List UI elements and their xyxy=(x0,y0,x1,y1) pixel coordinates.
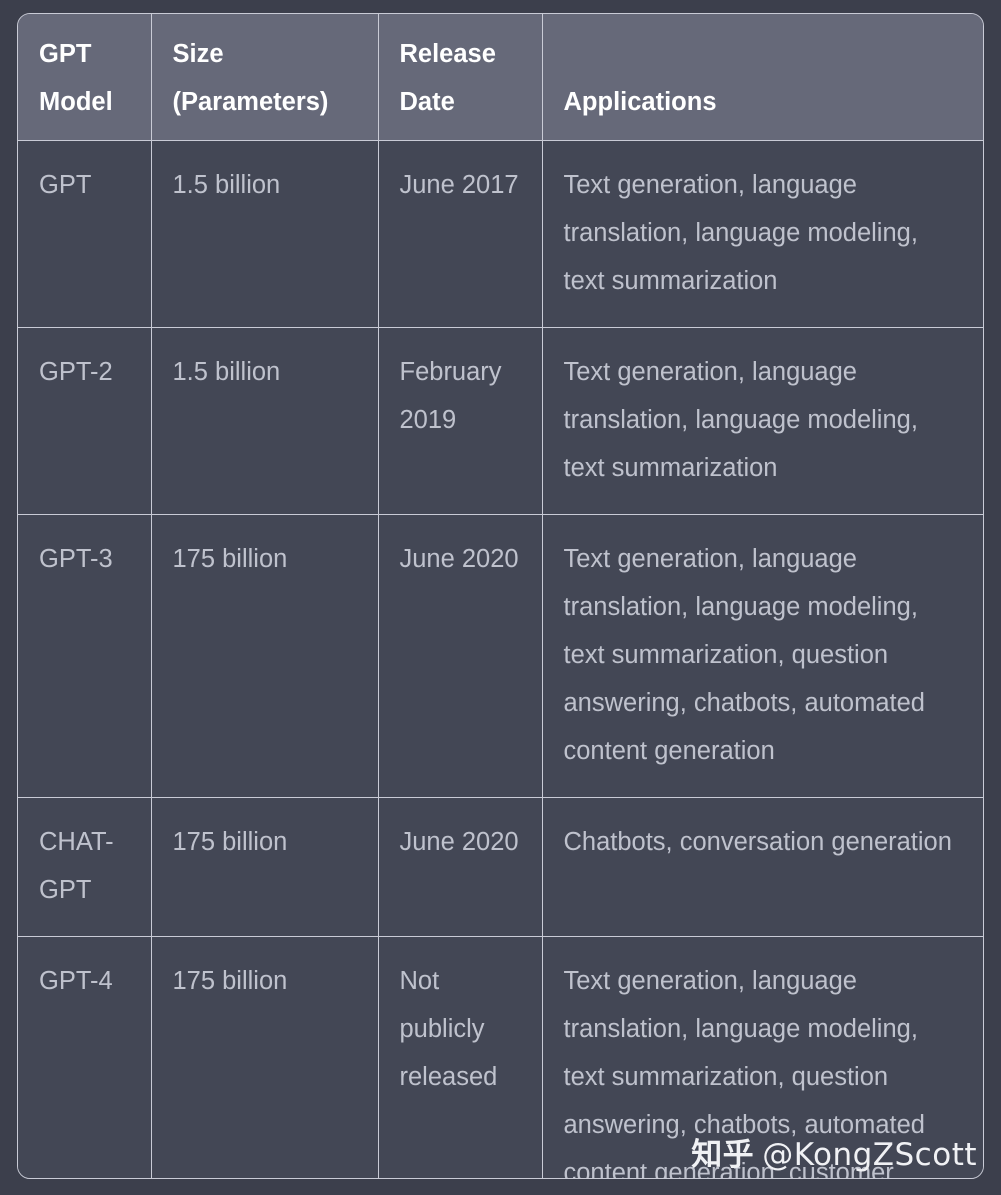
table-row: GPT-4 175 billion Not publicly released … xyxy=(18,936,983,1178)
cell-size: 1.5 billion xyxy=(151,140,379,328)
cell-release-date: February 2019 xyxy=(378,327,543,515)
cell-applications: Text generation, language translation, l… xyxy=(542,140,983,328)
cell-release-date: June 2020 xyxy=(378,797,543,937)
cell-model: GPT-3 xyxy=(18,514,152,798)
cell-applications: Text generation, language translation, l… xyxy=(542,514,983,798)
table-row: GPT 1.5 billion June 2017 Text generatio… xyxy=(18,140,983,328)
cell-release-date: June 2017 xyxy=(378,140,543,328)
cell-size: 175 billion xyxy=(151,514,379,798)
column-header-release-date: Release Date xyxy=(378,14,543,141)
table-header-row: GPT Model Size (Parameters) Release Date… xyxy=(18,14,983,141)
cell-size: 175 billion xyxy=(151,936,379,1178)
column-header-size: Size (Parameters) xyxy=(151,14,379,141)
gpt-model-comparison-table: GPT Model Size (Parameters) Release Date… xyxy=(18,14,983,1178)
gpt-model-table-container: GPT Model Size (Parameters) Release Date… xyxy=(17,13,984,1179)
cell-applications: Text generation, language translation, l… xyxy=(542,936,983,1178)
table-body: GPT 1.5 billion June 2017 Text generatio… xyxy=(18,140,983,1178)
table-row: GPT-3 175 billion June 2020 Text generat… xyxy=(18,514,983,798)
table-header: GPT Model Size (Parameters) Release Date… xyxy=(18,14,983,141)
cell-model: GPT xyxy=(18,140,152,328)
cell-model: GPT-2 xyxy=(18,327,152,515)
cell-model: GPT-4 xyxy=(18,936,152,1178)
cell-size: 1.5 billion xyxy=(151,327,379,515)
cell-applications: Chatbots, conversation generation xyxy=(542,797,983,937)
cell-release-date: June 2020 xyxy=(378,514,543,798)
cell-applications: Text generation, language translation, l… xyxy=(542,327,983,515)
cell-size: 175 billion xyxy=(151,797,379,937)
cell-release-date: Not publicly released xyxy=(378,936,543,1178)
table-row: GPT-2 1.5 billion February 2019 Text gen… xyxy=(18,327,983,515)
column-header-gpt-model: GPT Model xyxy=(18,14,152,141)
cell-model: CHAT-GPT xyxy=(18,797,152,937)
table-row: CHAT-GPT 175 billion June 2020 Chatbots,… xyxy=(18,797,983,937)
column-header-applications: Applications xyxy=(542,14,983,141)
